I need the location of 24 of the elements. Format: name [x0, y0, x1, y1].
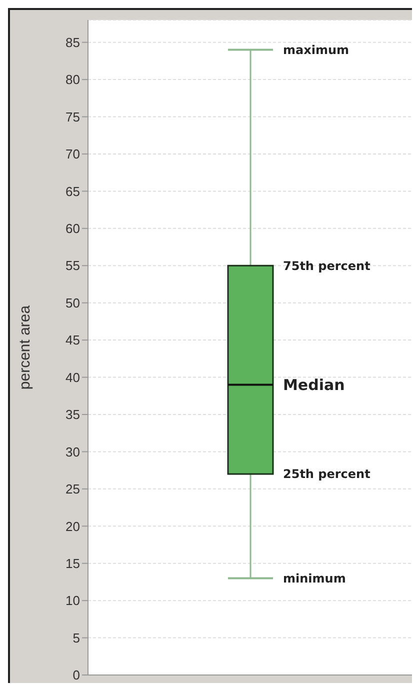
y-tick-label: 30 [66, 444, 80, 460]
y-tick-label: 35 [66, 407, 80, 422]
annotation: minimum [283, 571, 346, 586]
y-tick-label: 0 [72, 668, 80, 683]
annotation: 75th percent [283, 258, 371, 273]
y-tick-label: 65 [66, 184, 80, 199]
annotation: maximum [283, 42, 350, 57]
y-tick-label: 50 [66, 295, 80, 310]
y-tick-label: 85 [66, 34, 80, 50]
y-tick-label: 55 [66, 258, 80, 274]
annotation: 25th percent [283, 467, 371, 482]
y-tick-label: 80 [66, 72, 80, 88]
y-tick-label: 70 [66, 146, 80, 162]
y-tick-label: 25 [66, 482, 80, 497]
y-tick-label: 15 [66, 556, 80, 571]
y-tick-label: 45 [66, 332, 80, 348]
y-tick-label: 5 [72, 630, 80, 646]
y-tick-label: 60 [66, 221, 80, 236]
y-tick-label: 10 [66, 593, 80, 608]
y-tick-label: 40 [66, 370, 80, 385]
y-tick-label: 20 [66, 518, 80, 534]
annotation: Median [283, 376, 345, 394]
y-tick-label: 75 [66, 109, 80, 124]
y-axis-title: percent area [16, 304, 34, 390]
